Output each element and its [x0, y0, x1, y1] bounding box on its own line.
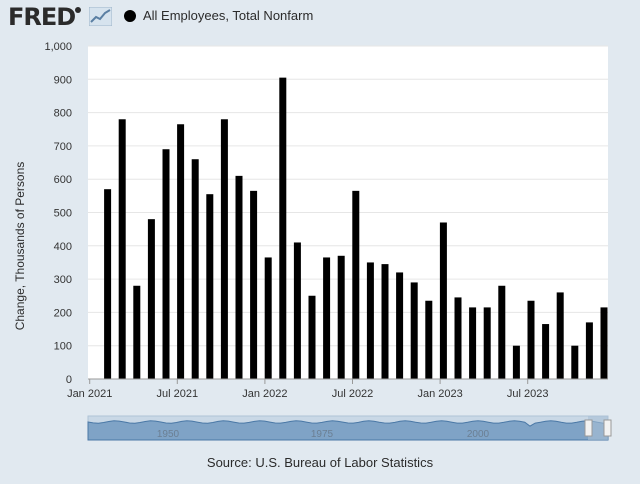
bar[interactable] — [600, 307, 608, 379]
x-tick-label: Jan 2023 — [417, 388, 462, 400]
bar[interactable] — [410, 282, 418, 379]
y-tick-label: 500 — [54, 208, 72, 220]
bar[interactable] — [177, 124, 185, 379]
bar-chart: 0 100 200 300 400 500 600 700 800 900 1,000 Jan 202… — [44, 41, 608, 400]
chart-line-icon — [89, 7, 112, 26]
bar[interactable] — [425, 300, 433, 379]
bar[interactable] — [571, 345, 579, 379]
x-tick-label: Jul 2021 — [157, 388, 199, 400]
bar[interactable] — [250, 190, 258, 379]
bar[interactable] — [352, 190, 360, 379]
bar[interactable] — [469, 307, 477, 379]
bar[interactable] — [235, 175, 243, 379]
bar[interactable] — [147, 219, 155, 379]
y-tick-label: 100 — [54, 341, 72, 353]
bar[interactable] — [556, 292, 564, 379]
bar[interactable] — [133, 285, 141, 379]
bar[interactable] — [527, 300, 535, 379]
bar[interactable] — [308, 295, 316, 379]
bar[interactable] — [512, 345, 520, 379]
bar[interactable] — [279, 77, 287, 379]
fred-logo[interactable]: FRED — [8, 3, 76, 31]
x-tick-label: Jul 2023 — [507, 388, 549, 400]
navigator-series-area — [87, 420, 609, 441]
navigator-year-label: 2000 — [467, 429, 490, 440]
bar[interactable] — [323, 257, 331, 379]
bar[interactable] — [454, 297, 462, 379]
y-tick-label: 200 — [54, 307, 72, 319]
bar[interactable] — [396, 272, 404, 379]
bar[interactable] — [498, 285, 506, 379]
legend-series-label[interactable]: All Employees, Total Nonfarm — [143, 8, 314, 23]
navigator-selection[interactable] — [588, 416, 608, 440]
y-tick-label: 700 — [54, 141, 72, 153]
y-tick-label: 600 — [54, 174, 72, 186]
bar[interactable] — [118, 119, 126, 379]
bar[interactable] — [366, 262, 374, 379]
y-tick-label: 0 — [66, 374, 72, 386]
x-tick-label: Jan 2021 — [67, 388, 112, 400]
bar[interactable] — [206, 194, 214, 379]
bar[interactable] — [439, 222, 447, 379]
y-tick-label: 1,000 — [44, 41, 72, 53]
bar[interactable] — [585, 322, 593, 379]
chart-area: Change, Thousands of Persons 0 100 200 300 4… — [0, 34, 640, 414]
y-axis-label: Change, Thousands of Persons — [13, 161, 27, 331]
bar[interactable] — [264, 257, 272, 379]
y-tick-label: 800 — [54, 108, 72, 120]
bar[interactable] — [220, 119, 228, 379]
bar[interactable] — [162, 149, 170, 379]
header: FRED All Employees, Total Nonfarm — [0, 0, 640, 34]
logo-dot — [75, 7, 81, 13]
source-note: Source: U.S. Bureau of Labor Statistics — [206, 455, 434, 470]
x-tick-label: Jul 2022 — [332, 388, 374, 400]
bar[interactable] — [483, 307, 491, 379]
bar[interactable] — [104, 189, 112, 379]
navigator-right-handle[interactable] — [603, 419, 612, 437]
x-tick-label: Jan 2022 — [242, 388, 287, 400]
bar[interactable] — [337, 255, 345, 379]
navigator-left-handle[interactable] — [584, 419, 593, 437]
navigator-year-label: 1975 — [311, 429, 334, 440]
bar[interactable] — [542, 324, 550, 379]
navigator-year-label: 1950 — [157, 429, 180, 440]
y-tick-label: 900 — [54, 74, 72, 86]
range-navigator[interactable]: 1950 1975 2000 — [0, 414, 640, 444]
y-tick-label: 300 — [54, 274, 72, 286]
bar[interactable] — [381, 264, 389, 379]
navigator-track[interactable]: 1950 1975 2000 — [0, 414, 640, 444]
legend-marker-icon — [124, 10, 136, 22]
bar[interactable] — [191, 159, 199, 379]
bar[interactable] — [293, 242, 301, 379]
y-tick-label: 400 — [54, 241, 72, 253]
